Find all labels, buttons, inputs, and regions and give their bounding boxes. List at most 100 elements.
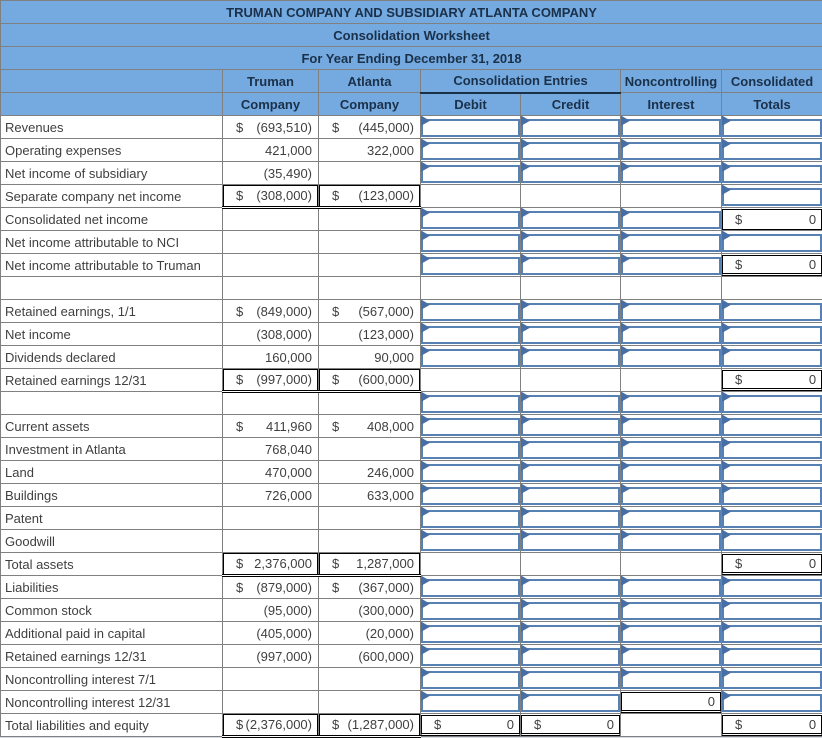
nci-input-net-income-of-subsidiary[interactable] bbox=[621, 165, 721, 183]
totals-input-revenues[interactable] bbox=[722, 119, 822, 137]
totals-input-retained-earnings-1-1[interactable] bbox=[722, 303, 822, 321]
totals-input-land[interactable] bbox=[722, 464, 822, 482]
credit-input-common-stock[interactable] bbox=[521, 602, 620, 620]
nci-input-operating-expenses[interactable] bbox=[621, 142, 721, 160]
credit-input-net-income-attributable-to-truman[interactable] bbox=[521, 257, 620, 275]
credit-input-land[interactable] bbox=[521, 464, 620, 482]
nci-input-buildings[interactable] bbox=[621, 487, 721, 505]
debit-input-buildings[interactable] bbox=[421, 487, 520, 505]
credit-input-operating-expenses[interactable] bbox=[521, 142, 620, 160]
credit-input-retained-earnings-12-31[interactable] bbox=[521, 648, 620, 666]
nci-input-current-assets[interactable] bbox=[621, 418, 721, 436]
credit-input-buildings[interactable] bbox=[521, 487, 620, 505]
nci-input-net-income[interactable] bbox=[621, 326, 721, 344]
debit-input-retained-earnings-1-1[interactable] bbox=[421, 303, 520, 321]
totals-input-noncontrolling-interest-12-31[interactable] bbox=[722, 694, 822, 712]
totals-cell-noncontrolling-interest-7-1 bbox=[722, 668, 822, 691]
totals-input-buildings[interactable] bbox=[722, 487, 822, 505]
totals-input-goodwill[interactable] bbox=[722, 533, 822, 551]
totals-input-additional-paid-in-capital[interactable] bbox=[722, 625, 822, 643]
nci-input-land[interactable] bbox=[621, 464, 721, 482]
debit-input-revenues[interactable] bbox=[421, 119, 520, 137]
debit-input-patent[interactable] bbox=[421, 510, 520, 528]
debit-input-net-income[interactable] bbox=[421, 326, 520, 344]
table-row-noncontrolling-interest-7-1: Noncontrolling interest 7/1 bbox=[1, 668, 822, 691]
debit-input-net-income-attributable-to-nci[interactable] bbox=[421, 234, 520, 252]
credit-input-net-income-attributable-to-nci[interactable] bbox=[521, 234, 620, 252]
credit-input-noncontrolling-interest-7-1[interactable] bbox=[521, 671, 620, 689]
totals-input-current-assets[interactable] bbox=[722, 418, 822, 436]
totals-input-separate-company-net-income[interactable] bbox=[722, 188, 822, 206]
credit-input-retained-earnings-1-1[interactable] bbox=[521, 303, 620, 321]
totals-input-liabilities[interactable] bbox=[722, 579, 822, 597]
nci-input-blank[interactable] bbox=[621, 395, 721, 413]
nci-input-patent[interactable] bbox=[621, 510, 721, 528]
totals-input-operating-expenses[interactable] bbox=[722, 142, 822, 160]
credit-input-liabilities[interactable] bbox=[521, 579, 620, 597]
debit-input-retained-earnings-12-31[interactable] bbox=[421, 648, 520, 666]
table-row-blank bbox=[1, 392, 822, 415]
table-row-consolidated-net-income: Consolidated net income$0 bbox=[1, 208, 822, 231]
nci-input-liabilities[interactable] bbox=[621, 579, 721, 597]
totals-input-common-stock[interactable] bbox=[722, 602, 822, 620]
column-header-truman-company: Company bbox=[223, 93, 319, 116]
totals-input-blank[interactable] bbox=[722, 395, 822, 413]
nci-input-noncontrolling-interest-7-1[interactable] bbox=[621, 671, 721, 689]
nci-input-retained-earnings-1-1[interactable] bbox=[621, 303, 721, 321]
debit-input-noncontrolling-interest-7-1[interactable] bbox=[421, 671, 520, 689]
row-label-separate-company-net-income: Separate company net income bbox=[1, 185, 223, 208]
debit-input-investment-in-atlanta[interactable] bbox=[421, 441, 520, 459]
debit-input-dividends-declared[interactable] bbox=[421, 349, 520, 367]
amount-text: (405,000) bbox=[223, 622, 318, 644]
totals-input-retained-earnings-12-31[interactable] bbox=[722, 648, 822, 666]
debit-input-consolidated-net-income[interactable] bbox=[421, 211, 520, 229]
credit-input-revenues[interactable] bbox=[521, 119, 620, 137]
debit-input-net-income-attributable-to-truman[interactable] bbox=[421, 257, 520, 275]
debit-input-net-income-of-subsidiary[interactable] bbox=[421, 165, 520, 183]
truman-amount-buildings: 726,000 bbox=[223, 484, 319, 507]
debit-input-operating-expenses[interactable] bbox=[421, 142, 520, 160]
atlanta-amount-net-income: (123,000) bbox=[319, 323, 421, 346]
nci-input-retained-earnings-12-31[interactable] bbox=[621, 648, 721, 666]
credit-input-additional-paid-in-capital[interactable] bbox=[521, 625, 620, 643]
nci-input-net-income-attributable-to-truman[interactable] bbox=[621, 257, 721, 275]
nci-input-goodwill[interactable] bbox=[621, 533, 721, 551]
credit-input-net-income[interactable] bbox=[521, 326, 620, 344]
totals-input-noncontrolling-interest-7-1[interactable] bbox=[722, 671, 822, 689]
nci-input-additional-paid-in-capital[interactable] bbox=[621, 625, 721, 643]
nci-input-investment-in-atlanta[interactable] bbox=[621, 441, 721, 459]
credit-cell-common-stock bbox=[521, 599, 621, 622]
debit-input-additional-paid-in-capital[interactable] bbox=[421, 625, 520, 643]
debit-input-common-stock[interactable] bbox=[421, 602, 520, 620]
nci-input-dividends-declared[interactable] bbox=[621, 349, 721, 367]
credit-input-net-income-of-subsidiary[interactable] bbox=[521, 165, 620, 183]
totals-input-patent[interactable] bbox=[722, 510, 822, 528]
debit-input-land[interactable] bbox=[421, 464, 520, 482]
debit-cell-separate-company-net-income bbox=[421, 185, 521, 208]
nci-input-net-income-attributable-to-nci[interactable] bbox=[621, 234, 721, 252]
debit-input-blank[interactable] bbox=[421, 395, 520, 413]
debit-input-liabilities[interactable] bbox=[421, 579, 520, 597]
credit-input-noncontrolling-interest-12-31[interactable] bbox=[521, 694, 620, 712]
nci-input-common-stock[interactable] bbox=[621, 602, 721, 620]
nci-input-revenues[interactable] bbox=[621, 119, 721, 137]
totals-input-net-income-attributable-to-nci[interactable] bbox=[722, 234, 822, 252]
credit-input-patent[interactable] bbox=[521, 510, 620, 528]
credit-input-current-assets[interactable] bbox=[521, 418, 620, 436]
totals-input-investment-in-atlanta[interactable] bbox=[722, 441, 822, 459]
credit-input-goodwill[interactable] bbox=[521, 533, 620, 551]
totals-input-net-income-of-subsidiary[interactable] bbox=[722, 165, 822, 183]
truman-amount-retained-earnings-1-1: $(849,000) bbox=[223, 300, 319, 323]
debit-input-goodwill[interactable] bbox=[421, 533, 520, 551]
nci-input-consolidated-net-income[interactable] bbox=[621, 211, 721, 229]
debit-input-current-assets[interactable] bbox=[421, 418, 520, 436]
credit-input-consolidated-net-income[interactable] bbox=[521, 211, 620, 229]
totals-input-net-income[interactable] bbox=[722, 326, 822, 344]
credit-input-blank[interactable] bbox=[521, 395, 620, 413]
truman-amount-liabilities: $(879,000) bbox=[223, 576, 319, 599]
credit-input-dividends-declared[interactable] bbox=[521, 349, 620, 367]
totals-input-dividends-declared[interactable] bbox=[722, 349, 822, 367]
credit-input-investment-in-atlanta[interactable] bbox=[521, 441, 620, 459]
totals-calculated-total-net-income-attributable-to-truman: $0 bbox=[722, 255, 822, 276]
debit-input-noncontrolling-interest-12-31[interactable] bbox=[421, 694, 520, 712]
